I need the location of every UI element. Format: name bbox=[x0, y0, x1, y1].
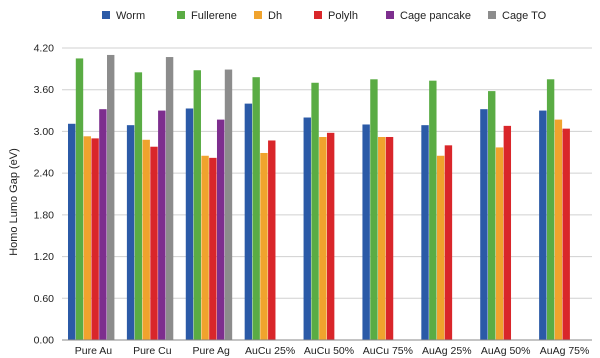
bar-cage-pancake bbox=[158, 110, 166, 340]
bar-cage-pancake bbox=[99, 109, 107, 341]
legend-swatch bbox=[386, 11, 394, 19]
y-tick-label: 0.00 bbox=[34, 335, 55, 347]
y-tick-label: 1.80 bbox=[34, 209, 55, 221]
x-axis-labels: Pure Au Pure Cu Pure Ag AuCu 25% AuCu 50% AuC… bbox=[75, 345, 590, 357]
x-tick-label: AuCu 75% bbox=[363, 345, 413, 357]
bar-cage-pancake bbox=[216, 119, 225, 340]
bars bbox=[68, 54, 570, 341]
bar-polylh bbox=[150, 146, 158, 340]
bar-dh bbox=[201, 155, 209, 340]
bar-polylh bbox=[268, 140, 276, 340]
y-tick-label: 3.60 bbox=[34, 84, 55, 96]
bar-worm bbox=[244, 103, 253, 341]
legend-label: Dh bbox=[268, 10, 282, 22]
bar-cage-to bbox=[107, 54, 115, 340]
x-tick-label: Pure Cu bbox=[133, 345, 172, 357]
legend-swatch bbox=[177, 11, 185, 19]
legend-label: Cage TO bbox=[502, 10, 547, 22]
bar-fullerene bbox=[370, 79, 378, 340]
bar-fullerene bbox=[488, 91, 496, 340]
bar-dh bbox=[378, 136, 386, 340]
bar-fullerene bbox=[311, 82, 319, 340]
bar-fullerene bbox=[134, 72, 143, 340]
bar-dh bbox=[319, 136, 327, 340]
bar-worm bbox=[480, 109, 488, 341]
bar-worm bbox=[185, 108, 194, 341]
legend: Worm Fullerene Dh Polylh Cage pancake Cage TO bbox=[102, 10, 547, 22]
bar-polylh bbox=[385, 136, 394, 340]
bar-polylh bbox=[562, 128, 570, 340]
x-tick-label: AuCu 50% bbox=[304, 345, 354, 357]
bar-worm bbox=[303, 117, 311, 341]
y-tick-label: 1.20 bbox=[34, 251, 55, 263]
legend-swatch bbox=[314, 11, 322, 19]
bar-dh bbox=[142, 139, 150, 340]
y-axis-label: Homo Lumo Gap (eV) bbox=[8, 148, 20, 256]
legend-label: Worm bbox=[116, 10, 145, 22]
bar-polylh bbox=[91, 138, 99, 340]
x-tick-label: Pure Au bbox=[75, 345, 113, 357]
y-tick-label: 2.40 bbox=[34, 168, 55, 180]
bar-polylh bbox=[209, 157, 217, 340]
legend-swatch bbox=[254, 11, 262, 19]
y-tick-label: 3.00 bbox=[34, 126, 55, 138]
x-tick-label: Pure Ag bbox=[193, 345, 231, 357]
bar-cage-to bbox=[224, 69, 233, 341]
x-tick-label: AuAg 25% bbox=[422, 345, 472, 357]
bar-polylh bbox=[503, 125, 512, 341]
bar-fullerene bbox=[193, 70, 201, 340]
bar-dh bbox=[554, 119, 563, 340]
bar-fullerene bbox=[429, 80, 437, 341]
bar-worm bbox=[362, 124, 370, 340]
bar-worm bbox=[126, 125, 135, 340]
bar-worm bbox=[68, 123, 76, 340]
bar-dh bbox=[495, 147, 504, 340]
bar-fullerene bbox=[75, 58, 84, 341]
bar-worm bbox=[421, 125, 429, 340]
bar-cage-to bbox=[165, 57, 174, 340]
legend-label: Cage pancake bbox=[400, 10, 471, 22]
bar-fullerene bbox=[252, 77, 260, 340]
legend-label: Polylh bbox=[328, 10, 358, 22]
legend-swatch bbox=[488, 11, 496, 19]
y-tick-label: 4.20 bbox=[34, 43, 55, 55]
bar-dh bbox=[436, 155, 445, 340]
bar-fullerene bbox=[546, 79, 555, 340]
bar-polylh bbox=[444, 145, 453, 340]
legend-swatch bbox=[102, 11, 110, 19]
bar-polylh bbox=[326, 132, 335, 340]
x-tick-label: AuCu 25% bbox=[245, 345, 295, 357]
legend-label: Fullerene bbox=[191, 10, 237, 22]
bar-dh bbox=[83, 136, 91, 340]
y-tick-label: 0.60 bbox=[34, 293, 55, 305]
x-tick-label: AuAg 75% bbox=[540, 345, 590, 357]
x-tick-label: AuAg 50% bbox=[481, 345, 531, 357]
bar-worm bbox=[539, 110, 547, 340]
y-axis-ticks: 0.00 0.60 1.20 1.80 2.40 3.00 3.60 4.20 bbox=[34, 43, 55, 347]
bar-dh bbox=[260, 152, 268, 340]
